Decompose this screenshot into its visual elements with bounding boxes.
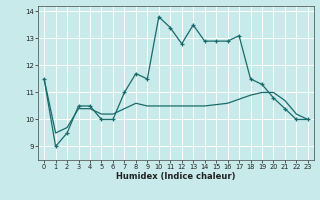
X-axis label: Humidex (Indice chaleur): Humidex (Indice chaleur) [116, 172, 236, 181]
